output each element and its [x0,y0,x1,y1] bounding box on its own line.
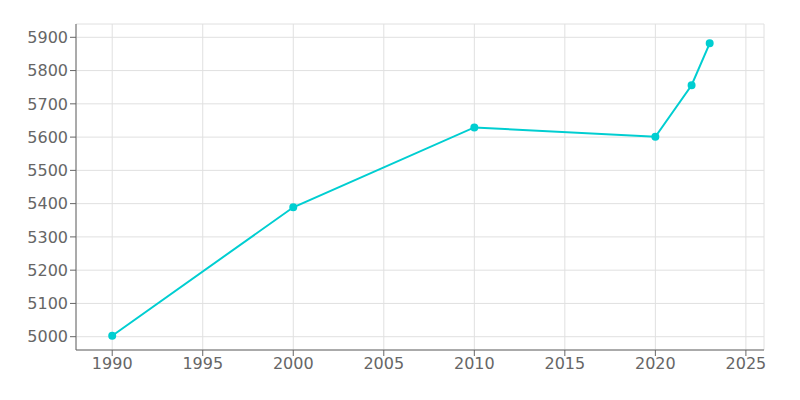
svg-text:5300: 5300 [27,228,68,247]
svg-text:5400: 5400 [27,194,68,213]
svg-text:5500: 5500 [27,161,68,180]
svg-text:5200: 5200 [27,261,68,280]
svg-text:2020: 2020 [635,354,676,373]
svg-text:2005: 2005 [363,354,404,373]
svg-text:5000: 5000 [27,327,68,346]
svg-text:2010: 2010 [454,354,495,373]
svg-text:5700: 5700 [27,95,68,114]
svg-text:5100: 5100 [27,294,68,313]
svg-text:2025: 2025 [726,354,767,373]
svg-text:2015: 2015 [544,354,585,373]
svg-text:5900: 5900 [27,28,68,47]
svg-text:1990: 1990 [92,354,133,373]
svg-text:2000: 2000 [273,354,314,373]
svg-text:5800: 5800 [27,61,68,80]
svg-text:1995: 1995 [182,354,223,373]
svg-text:5600: 5600 [27,128,68,147]
